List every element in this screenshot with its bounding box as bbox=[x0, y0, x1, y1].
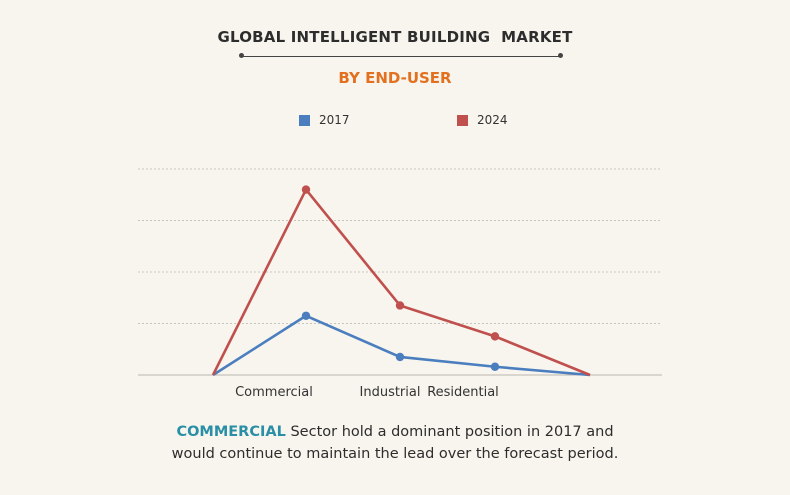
legend-label-2024: 2024 bbox=[477, 113, 508, 127]
legend-item-2017: 2017 bbox=[299, 113, 350, 127]
chart-caption: COMMERCIAL Sector hold a dominant positi… bbox=[0, 421, 790, 465]
chart-subtitle: BY END-USER bbox=[338, 69, 452, 87]
x-tick-label-industrial: Industrial bbox=[360, 385, 421, 400]
data-point-2024-commercial bbox=[301, 185, 311, 194]
divider-right-dot bbox=[558, 53, 563, 58]
legend-item-2024: 2024 bbox=[457, 113, 508, 127]
chart-title: GLOBAL INTELLIGENT BUILDING MARKET bbox=[217, 28, 573, 46]
caption-text-line1: Sector hold a dominant position in 2017 … bbox=[285, 424, 614, 440]
series-line-2024 bbox=[211, 188, 591, 377]
legend-swatch-2024 bbox=[457, 114, 468, 126]
title-divider bbox=[242, 56, 560, 57]
legend-label-2017: 2017 bbox=[319, 113, 350, 127]
legend-swatch-2017 bbox=[299, 114, 310, 126]
x-tick-label-commercial: Commercial bbox=[235, 385, 313, 400]
data-point-2024-industrial bbox=[395, 301, 405, 310]
data-point-2017-residential bbox=[490, 362, 500, 371]
divider-left-dot bbox=[239, 53, 244, 58]
series-line-2017 bbox=[212, 314, 591, 377]
caption-highlight: COMMERCIAL bbox=[176, 424, 286, 440]
data-point-2017-industrial bbox=[395, 352, 405, 362]
x-tick-label-residential: Residential bbox=[427, 385, 499, 400]
caption-text-line2: would continue to maintain the lead over… bbox=[171, 446, 619, 462]
data-point-2017-commercial bbox=[301, 311, 311, 320]
data-point-2024-residential bbox=[490, 332, 500, 341]
